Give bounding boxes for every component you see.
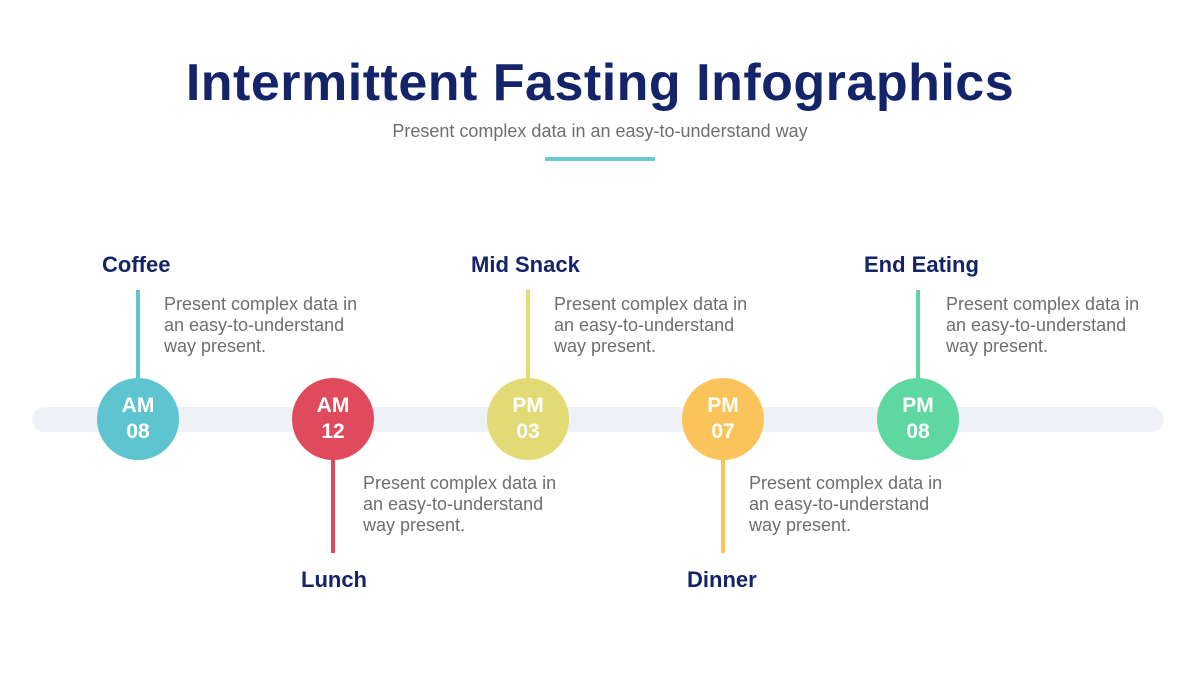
time-hour: 08 <box>126 420 150 443</box>
time-period: PM <box>902 394 934 417</box>
step-description: Present complex data in an easy-to-under… <box>946 294 1140 356</box>
step-description: Present complex data in an easy-to-under… <box>749 473 943 535</box>
time-period: AM <box>121 394 155 417</box>
title-accent-rule <box>545 157 655 161</box>
step-label: Dinner <box>687 567 757 592</box>
time-period: PM <box>512 394 544 417</box>
step-description: Present complex data in an easy-to-under… <box>363 473 557 535</box>
step-label: Mid Snack <box>471 252 580 277</box>
time-node: AM 12 <box>292 378 374 460</box>
page-subtitle: Present complex data in an easy-to-under… <box>392 121 808 141</box>
timeline-track <box>32 407 1164 432</box>
step-label: Coffee <box>102 252 171 277</box>
step-connector <box>331 456 335 553</box>
time-node: AM 08 <box>97 378 179 460</box>
time-hour: 03 <box>516 420 540 443</box>
step-label: End Eating <box>864 252 979 277</box>
time-period: AM <box>316 394 350 417</box>
time-node: PM 07 <box>682 378 764 460</box>
step-connector <box>721 456 725 553</box>
time-period: PM <box>707 394 739 417</box>
step-description: Present complex data in an easy-to-under… <box>164 294 358 356</box>
time-node: PM 08 <box>877 378 959 460</box>
time-hour: 12 <box>321 420 345 443</box>
step-connector <box>136 290 140 382</box>
time-hour: 07 <box>711 420 735 443</box>
step-connector <box>526 290 530 382</box>
step-label: Lunch <box>301 567 367 592</box>
page-title: Intermittent Fasting Infographics <box>185 54 1015 112</box>
step-description: Present complex data in an easy-to-under… <box>554 294 748 356</box>
time-node: PM 03 <box>487 378 569 460</box>
time-hour: 08 <box>906 420 930 443</box>
step-connector <box>916 290 920 382</box>
